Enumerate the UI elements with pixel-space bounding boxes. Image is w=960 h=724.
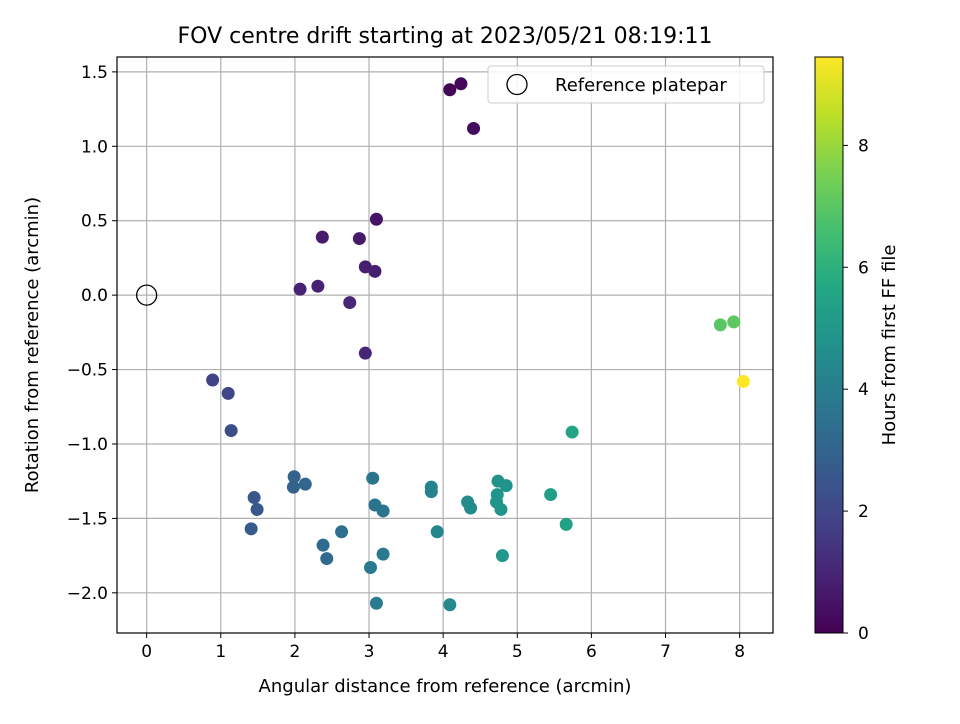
data-point (727, 315, 741, 329)
legend-label: Reference platepar (555, 75, 727, 96)
data-point (376, 504, 390, 518)
data-point (287, 470, 301, 484)
data-point (495, 549, 509, 563)
colorbar-label: Hours from first FF file (879, 245, 900, 446)
data-point (494, 502, 508, 516)
grid-lines (117, 57, 773, 633)
x-tick-label: 7 (660, 642, 671, 662)
data-point (369, 596, 383, 610)
data-point (343, 296, 357, 310)
data-point (311, 279, 325, 293)
x-tick-label: 4 (438, 642, 449, 662)
colorbar-tick-label: 6 (858, 258, 869, 278)
data-point (224, 424, 238, 438)
chart-title: FOV centre drift starting at 2023/05/21 … (178, 24, 713, 49)
data-point (316, 538, 330, 552)
data-point (424, 485, 438, 499)
data-point (286, 480, 300, 494)
y-tick-label: 0.0 (81, 286, 108, 306)
colorbar-gradient (814, 56, 844, 634)
data-point (499, 479, 513, 493)
plot-area-frame (116, 56, 774, 634)
data-point (464, 501, 478, 515)
x-tick-label: 2 (289, 642, 300, 662)
data-point (713, 318, 727, 332)
data-point (358, 260, 372, 274)
data-point (244, 522, 258, 536)
data-point (221, 386, 235, 400)
data-point (559, 517, 573, 531)
y-tick-label: −1.5 (67, 509, 108, 529)
data-point (544, 488, 558, 502)
data-point (454, 77, 468, 91)
colorbar-ticks: 0 2 4 6 8 (843, 136, 869, 644)
x-tick-label: 8 (734, 642, 745, 662)
colorbar-tick-label: 4 (858, 380, 869, 400)
x-tick-label: 6 (586, 642, 597, 662)
data-point (320, 552, 334, 566)
x-tick-label: 5 (512, 642, 523, 662)
data-point (250, 502, 264, 516)
y-tick-label: −1.0 (67, 435, 108, 455)
y-tick-label: −0.5 (67, 361, 108, 381)
legend-box (487, 65, 765, 104)
data-point (364, 561, 378, 575)
y-tick-label: −2.0 (67, 584, 108, 604)
data-point (430, 525, 444, 539)
reference-platepar-marker (135, 284, 158, 306)
colorbar-tick-label: 0 (858, 624, 869, 644)
x-tick-label: 1 (215, 642, 226, 662)
data-point (366, 471, 380, 485)
data-point (565, 425, 579, 439)
data-point (247, 491, 261, 505)
y-tick-label: 1.0 (81, 137, 108, 157)
data-point (369, 212, 383, 226)
data-point (352, 232, 366, 246)
data-point (335, 525, 349, 539)
data-point (298, 477, 312, 491)
data-point (443, 598, 457, 612)
data-point (376, 547, 390, 561)
data-point (315, 230, 329, 244)
data-point (206, 373, 220, 387)
legend: Reference platepar (487, 65, 765, 104)
colorbar-tick-label: 8 (858, 136, 869, 156)
y-tick-label: 0.5 (81, 212, 108, 232)
data-point (467, 121, 481, 135)
colorbar-tick-label: 2 (858, 502, 869, 522)
data-point (443, 83, 457, 97)
legend-marker-reference (506, 73, 528, 96)
x-axis-ticks: 0 1 2 3 4 5 6 7 8 (141, 633, 745, 662)
y-axis-label: Rotation from reference (arcmin) (22, 197, 43, 493)
x-tick-label: 3 (364, 642, 375, 662)
data-point (736, 374, 750, 388)
data-points (135, 77, 750, 612)
colorbar: 0 2 4 6 8 Hours from first FF file (814, 56, 900, 644)
data-point (358, 346, 372, 360)
data-point (368, 264, 382, 278)
y-axis-ticks: 1.5 1.0 0.5 0.0 −0.5 −1.0 −1.5 −2.0 (67, 63, 117, 604)
x-tick-label: 0 (141, 642, 152, 662)
y-tick-label: 1.5 (81, 63, 108, 83)
data-point (293, 282, 307, 296)
x-axis-label: Angular distance from reference (arcmin) (259, 676, 632, 697)
